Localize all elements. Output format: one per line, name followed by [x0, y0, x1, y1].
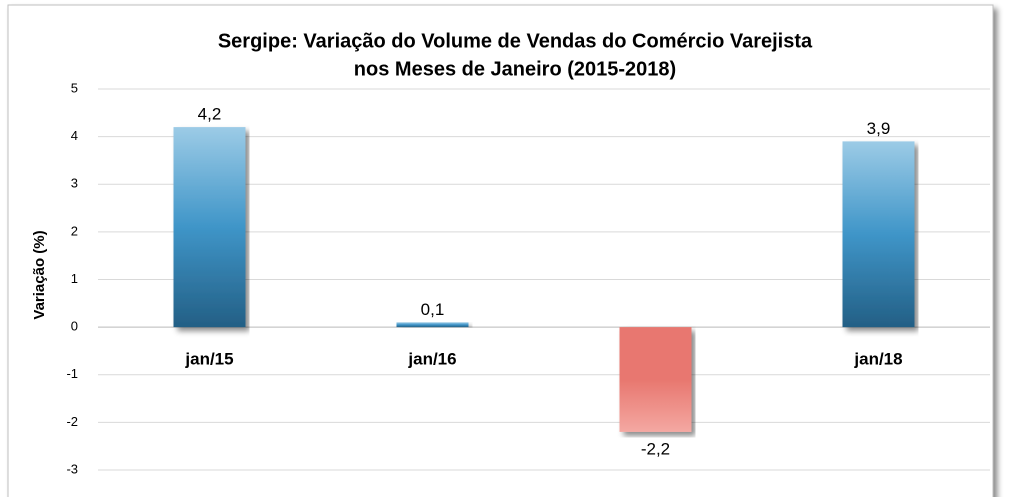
x-tick-label: jan/16 — [407, 350, 456, 369]
bar — [396, 322, 469, 328]
x-tick-label: jan/18 — [853, 350, 902, 369]
bar — [619, 327, 692, 432]
y-tick-label: 5 — [71, 80, 78, 95]
y-tick-label: 3 — [71, 176, 78, 191]
y-tick-label: 0 — [71, 319, 78, 334]
data-label: -2,2 — [641, 439, 670, 458]
y-tick-label: 1 — [71, 271, 78, 286]
y-tick-label: -3 — [66, 461, 78, 476]
data-label: 0,1 — [421, 300, 445, 319]
y-tick-label: -1 — [66, 366, 78, 381]
chart-title: Sergipe: Variação do Volume de Vendas do… — [218, 30, 813, 52]
bar — [173, 127, 246, 328]
y-tick-label: 2 — [71, 223, 78, 238]
y-tick-label: 4 — [71, 128, 78, 143]
y-tick-label: -2 — [66, 414, 78, 429]
chart-title: nos Meses de Janeiro (2015-2018) — [354, 58, 676, 80]
bar — [842, 141, 915, 328]
data-label: 3,9 — [867, 119, 891, 138]
chart-frame — [7, 4, 994, 502]
data-label: 4,2 — [198, 105, 222, 124]
y-axis-label: Variação (%) — [31, 230, 48, 319]
x-tick-label: jan/15 — [184, 350, 233, 369]
